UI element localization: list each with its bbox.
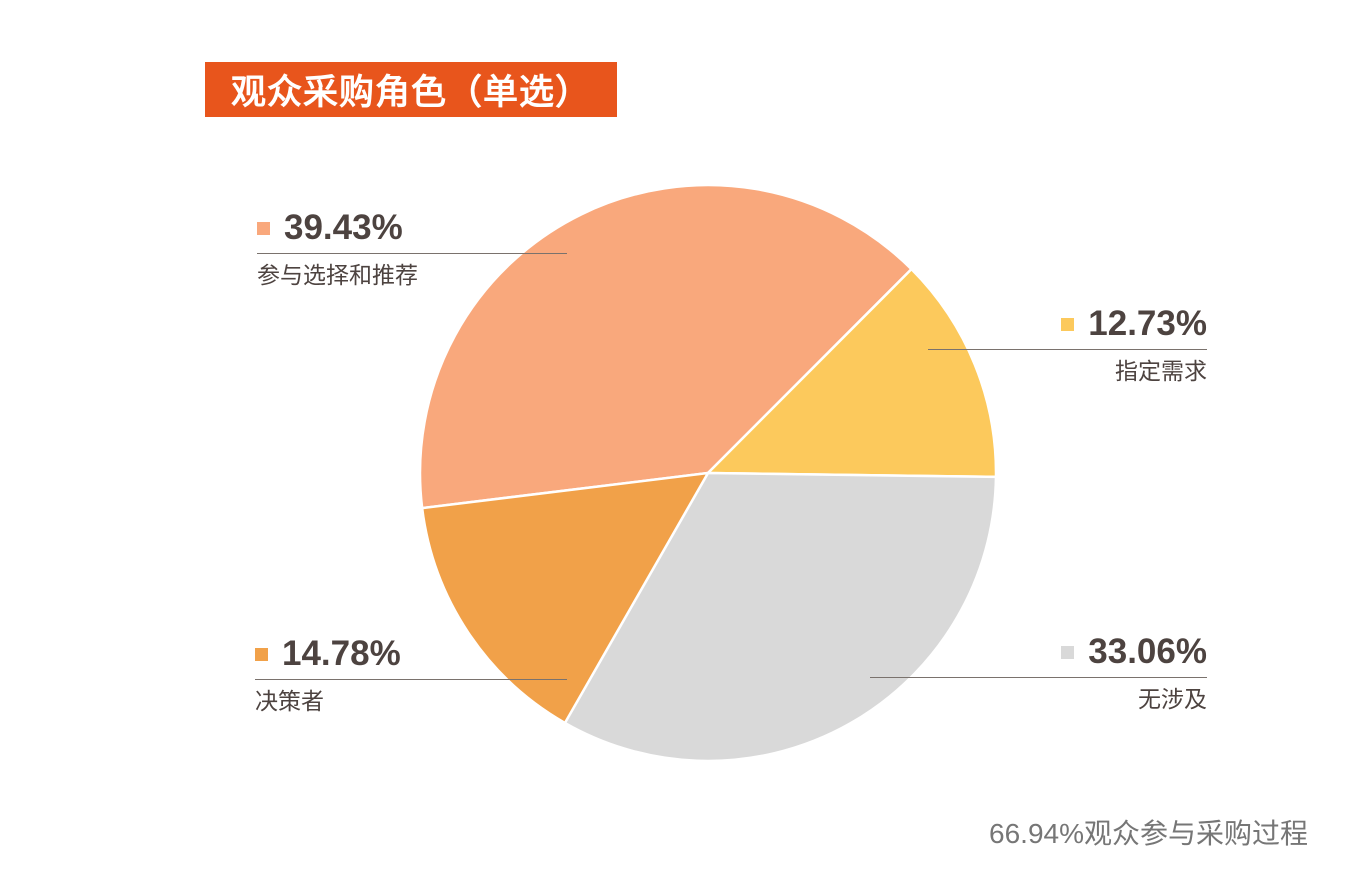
chart-title-text: 观众采购角色（单选） — [230, 73, 591, 112]
callout-percent-row: 39.43% — [257, 210, 567, 246]
callout-percent-row: 33.06% — [870, 634, 1207, 670]
leader-line — [255, 679, 567, 680]
percent-value: 12.73% — [1088, 304, 1207, 343]
percent-value: 39.43% — [284, 208, 403, 247]
percent-value: 14.78% — [282, 634, 401, 673]
chart-title: 观众采购角色（单选） — [205, 62, 617, 117]
footnote-annotation: 66.94%观众参与采购过程 — [989, 818, 1308, 849]
legend-swatch-icon — [255, 647, 268, 661]
legend-swatch-icon — [1061, 645, 1075, 659]
callout-specify-demand: 12.73% 指定需求 — [928, 306, 1207, 384]
pie-slice-0 — [418, 183, 913, 510]
legend-swatch-icon — [1061, 317, 1075, 331]
leader-line — [870, 677, 1207, 678]
callout-decision-maker: 14.78% 决策者 — [255, 636, 567, 714]
percent-value: 33.06% — [1088, 632, 1207, 671]
callout-not-involved: 33.06% 无涉及 — [870, 634, 1207, 712]
slice-label: 无涉及 — [1138, 686, 1207, 712]
leader-line — [257, 253, 567, 254]
leader-line — [928, 349, 1207, 350]
slice-label: 参与选择和推荐 — [257, 262, 418, 288]
callout-percent-row: 14.78% — [255, 636, 567, 672]
pie-slice-2 — [563, 471, 998, 763]
pie-slice-1 — [706, 267, 998, 479]
callout-percent-row: 12.73% — [928, 306, 1207, 342]
pie-slice-3 — [420, 471, 710, 725]
slice-label: 决策者 — [255, 688, 324, 714]
slice-label: 指定需求 — [1115, 358, 1207, 384]
callout-participate-select-recommend: 39.43% 参与选择和推荐 — [257, 210, 567, 288]
legend-swatch-icon — [257, 221, 270, 235]
